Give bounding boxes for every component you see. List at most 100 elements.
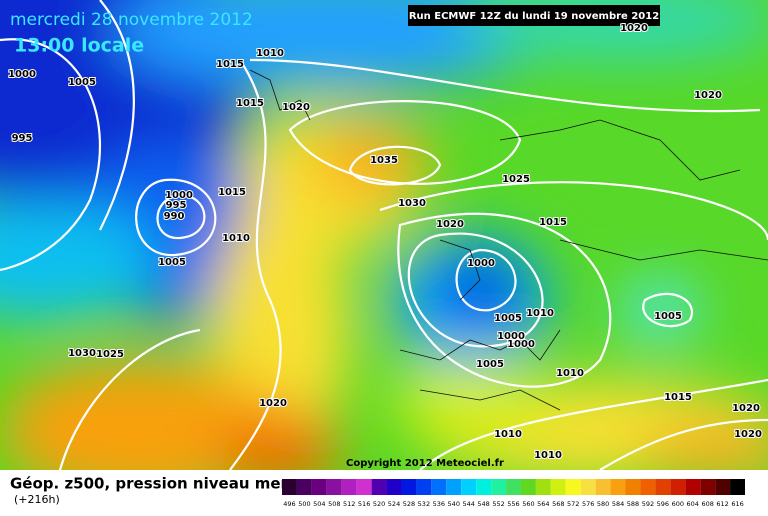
isobar-label: 1005 (494, 313, 522, 324)
isobar-label: 1015 (539, 217, 567, 228)
isobar-label: 990 (164, 211, 185, 222)
isobar-label: 1005 (654, 311, 682, 322)
isobar-label: 1005 (158, 257, 186, 268)
scale-swatch (416, 479, 432, 495)
scale-swatch (670, 479, 686, 495)
scale-label: 548 (477, 500, 489, 508)
scale-label: 560 (522, 500, 534, 508)
copyright: Copyright 2012 Meteociel.fr (346, 458, 504, 469)
scale-label: 540 (448, 500, 460, 508)
scale-swatch (625, 479, 641, 495)
isobar-label: 1000 (165, 190, 193, 201)
scale-swatch (655, 479, 671, 495)
scale-swatch (610, 479, 626, 495)
isobar-label: 1015 (216, 59, 244, 70)
scale-label: 504 (313, 500, 325, 508)
color-scale: 496 500 504 508 512 516 520 524 528 532 536 540 544 5… (282, 479, 745, 508)
isobar-label: 1030 (398, 198, 426, 209)
isobar-label: 1025 (96, 349, 124, 360)
scale-label: 576 (582, 500, 594, 508)
scale-swatch (326, 479, 342, 495)
isobar-label: 1005 (68, 77, 96, 88)
scale-label: 596 (657, 500, 669, 508)
date: mercredi 28 novembre 2012 (10, 10, 253, 30)
isobar-label: 1020 (259, 398, 287, 409)
field (0, 0, 768, 470)
scale-label: 608 (701, 500, 713, 508)
scale-swatch (431, 479, 447, 495)
scale-label: 600 (672, 500, 684, 508)
isobar-label: 1010 (256, 48, 284, 59)
isobar-label: 1015 (664, 392, 692, 403)
scale-label: 568 (552, 500, 564, 508)
scale-label: 612 (716, 500, 728, 508)
scale-label: 556 (507, 500, 519, 508)
scale-label: 592 (642, 500, 654, 508)
scale-label: 508 (328, 500, 340, 508)
isobar-label: 1020 (620, 23, 648, 34)
scale-label: 616 (731, 500, 743, 508)
scale-label: 604 (687, 500, 699, 508)
scale-label: 544 (462, 500, 474, 508)
scale-label: 572 (567, 500, 579, 508)
isobar-label: 1015 (218, 187, 246, 198)
scale-swatch (506, 479, 521, 495)
scale-swatch (715, 479, 731, 495)
scale-label: 512 (343, 500, 355, 508)
scale-swatch (595, 479, 611, 495)
scale-swatch (371, 479, 387, 495)
scale-swatch (550, 479, 566, 495)
isobar-label: 1010 (526, 308, 554, 319)
scale-swatch (401, 479, 417, 495)
isobar-label: 1000 (497, 331, 525, 342)
scale-swatch (565, 479, 581, 495)
scale-label: 524 (388, 500, 400, 508)
legend-title: Géop. z500, pression niveau mer (10, 475, 289, 493)
scale-label: 580 (597, 500, 609, 508)
scale-swatch (296, 479, 312, 495)
isobar-label: 1020 (732, 403, 760, 414)
isobar-label: 1020 (282, 102, 310, 113)
scale-swatch (282, 479, 297, 495)
scale-label: 496 (283, 500, 295, 508)
scale-swatch (535, 479, 551, 495)
isobar-label: 1000 (507, 339, 535, 350)
scale-label: 552 (492, 500, 504, 508)
isobar-label: 1030 (68, 348, 96, 359)
scale-label: 528 (403, 500, 415, 508)
isobar-label: 1010 (556, 368, 584, 379)
scale-label: 520 (373, 500, 385, 508)
scale-swatch (700, 479, 716, 495)
scale-swatch (640, 479, 656, 495)
scale-swatch (491, 479, 507, 495)
scale-swatch (730, 479, 745, 495)
isobar-label: 1010 (222, 233, 250, 244)
isobar-label: 1010 (534, 450, 562, 461)
scale-label: 532 (418, 500, 430, 508)
scale-swatch (476, 479, 492, 495)
isobar-label: 1025 (502, 174, 530, 185)
scale-swatch (311, 479, 327, 495)
time: 13:00 locale (14, 35, 144, 57)
scale-swatch (580, 479, 596, 495)
isobar-label: 1020 (734, 429, 762, 440)
scale-label: 536 (433, 500, 445, 508)
scale-swatch (356, 479, 372, 495)
scale-swatch (520, 479, 536, 495)
scale-label: 584 (612, 500, 624, 508)
scale-swatch (341, 479, 357, 495)
isobar-label: 1010 (494, 429, 522, 440)
isobar-label: 1020 (694, 90, 722, 101)
scale-label: 516 (358, 500, 370, 508)
scale-swatch (386, 479, 402, 495)
isobar-label: 1000 (8, 69, 36, 80)
isobar-label: 995 (166, 200, 187, 211)
legend-subtitle: (+216h) (14, 493, 60, 506)
isobar-label: 1015 (236, 98, 264, 109)
isobar-label: 1005 (476, 359, 504, 370)
isobar-label: 995 (12, 133, 33, 144)
scale-swatch (685, 479, 701, 495)
